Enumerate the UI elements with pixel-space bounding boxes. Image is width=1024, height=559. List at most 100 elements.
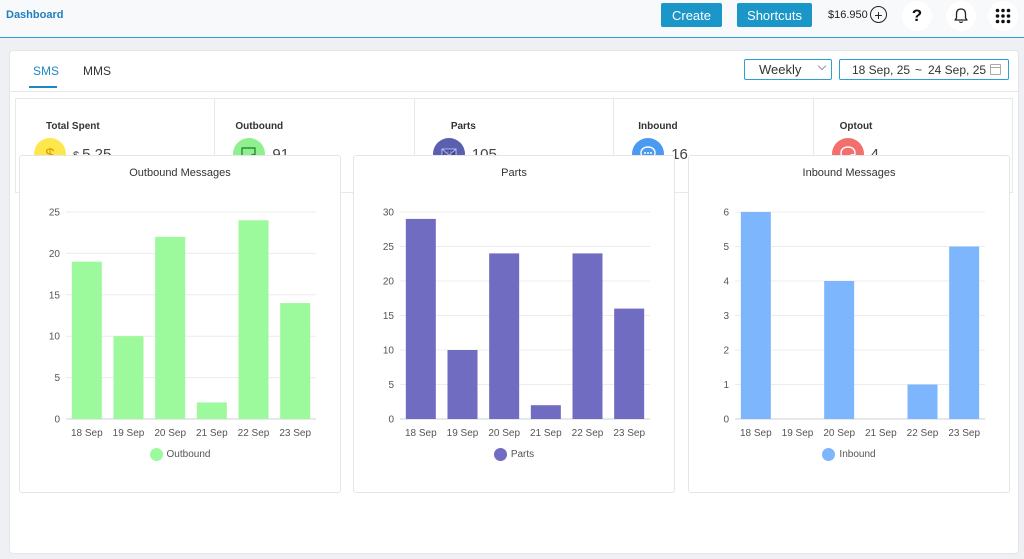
period-select[interactable]: Weekly <box>744 59 832 80</box>
x-tick-label: 20 Sep <box>154 428 186 439</box>
x-tick-label: 19 Sep <box>447 428 479 439</box>
y-tick-label: 1 <box>723 380 729 391</box>
bar <box>155 236 186 419</box>
y-tick-label: 3 <box>723 311 729 322</box>
y-tick-label: 30 <box>383 208 395 219</box>
bar <box>740 212 771 419</box>
x-tick-label: 22 Sep <box>572 428 604 439</box>
chart-card-inbound: Inbound Messages 0 1 2 3 4 5 6 18 Sep 19 Sep 20 S… <box>688 155 1010 493</box>
x-tick-label: 20 Sep <box>488 428 520 439</box>
chart-card-parts: Parts 0 5 10 15 20 25 30 18 Sep 19 Sep 20 Sep 21 S… <box>353 155 675 493</box>
y-tick-label: 4 <box>723 277 729 288</box>
x-tick-label: 18 Sep <box>740 428 772 439</box>
stat-label: Inbound <box>638 121 678 132</box>
x-tick-label: 23 Sep <box>613 428 645 439</box>
x-tick-label: 21 Sep <box>530 428 562 439</box>
stat-label: Outbound <box>235 121 284 132</box>
x-tick-label: 20 Sep <box>823 428 855 439</box>
create-button[interactable]: Create <box>661 3 722 27</box>
add-funds-icon[interactable]: + <box>870 6 887 23</box>
x-tick-label: 23 Sep <box>279 428 311 439</box>
chart-legend[interactable]: Outbound <box>20 448 340 461</box>
bell-icon[interactable] <box>946 1 976 31</box>
y-tick-label: 15 <box>383 311 395 322</box>
chart-card-outbound: Outbound Messages 0 5 10 15 20 25 18 Sep 19 Sep… <box>19 155 341 493</box>
chart-title: Parts <box>501 167 527 179</box>
legend-swatch <box>493 448 507 461</box>
bar <box>447 350 478 419</box>
bar <box>824 281 855 419</box>
y-tick-label: 0 <box>723 415 729 426</box>
period-select-value: Weekly <box>759 62 802 77</box>
tab-sms[interactable]: SMS <box>28 64 60 88</box>
parts-chart: 0 5 10 15 20 25 30 18 Sep 19 Sep 20 Sep 21 Sep 22 S… <box>383 208 650 439</box>
legend-label: Inbound <box>839 449 876 460</box>
date-range-picker[interactable]: 18 Sep, 25 ~ 24 Sep, 25 <box>839 59 1009 80</box>
x-tick-label: 21 Sep <box>196 428 228 439</box>
shortcuts-button[interactable]: Shortcuts <box>737 3 812 27</box>
chart-legend[interactable]: Inbound <box>689 448 1009 461</box>
inbound-value: 16 <box>671 146 688 163</box>
optout-value: 4 <box>871 146 879 163</box>
y-tick-label: 10 <box>49 332 61 343</box>
y-tick-label: 0 <box>54 415 60 426</box>
outbound-chart: 0 5 10 15 20 25 18 Sep 19 Sep 20 Sep 21 Sep 22 Sep… <box>49 208 316 439</box>
bar <box>489 253 520 419</box>
legend-swatch <box>822 448 836 461</box>
x-tick-label: 19 Sep <box>782 428 814 439</box>
stat-label: Total Spent <box>46 121 100 132</box>
y-tick-label: 10 <box>383 346 395 357</box>
bar <box>949 246 980 419</box>
x-tick-label: 21 Sep <box>865 428 897 439</box>
y-tick-label: 2 <box>723 346 729 357</box>
bar <box>405 218 436 419</box>
x-tick-label: 22 Sep <box>238 428 270 439</box>
bar <box>71 261 102 419</box>
calendar-icon <box>990 64 1001 75</box>
tab-mms[interactable]: MMS <box>83 64 111 78</box>
chart-legend[interactable]: Parts <box>354 448 674 461</box>
stat-parts: Parts 105 <box>415 99 615 192</box>
y-tick-label: 5 <box>723 242 729 253</box>
x-tick-label: 18 Sep <box>405 428 437 439</box>
date-from: 18 Sep, 25 <box>852 63 911 77</box>
y-tick-label: 25 <box>49 208 61 219</box>
bar <box>907 384 938 419</box>
chevron-down-icon <box>817 61 827 71</box>
date-to: 24 Sep, 25 <box>928 63 987 77</box>
y-tick-label: 0 <box>388 415 394 426</box>
y-tick-label: 15 <box>49 290 61 301</box>
help-icon[interactable]: ? <box>902 1 932 31</box>
y-tick-label: 20 <box>383 277 395 288</box>
stat-label: Optout <box>839 121 873 132</box>
bar <box>530 405 561 419</box>
bar <box>614 308 645 419</box>
bar <box>113 336 144 419</box>
x-tick-label: 19 Sep <box>113 428 145 439</box>
date-separator: ~ <box>915 63 923 77</box>
svg-text:$: $ <box>45 145 55 164</box>
x-tick-label: 22 Sep <box>907 428 939 439</box>
legend-label: Outbound <box>166 449 211 460</box>
legend-label: Parts <box>510 449 535 460</box>
top-bar: Dashboard Create Shortcuts $16.950 + ? <box>0 0 1024 38</box>
legend-swatch <box>149 448 163 461</box>
y-tick-label: 6 <box>723 208 729 219</box>
x-tick-label: 23 Sep <box>948 428 980 439</box>
bar <box>572 253 603 419</box>
channel-tabs: SMS MMS Weekly 18 Sep, 25 ~ 24 Sep, 25 <box>10 51 1018 92</box>
y-tick-label: 5 <box>54 373 60 384</box>
inbound-chart: 0 1 2 3 4 5 6 18 Sep 19 Sep 20 Sep 21 Sep 22 Sep 23 … <box>723 208 985 439</box>
bar <box>196 402 227 419</box>
y-tick-label: 20 <box>49 249 61 260</box>
apps-grid-icon[interactable] <box>988 1 1018 31</box>
bar <box>238 220 269 419</box>
page-title: Dashboard <box>6 9 64 21</box>
stat-label: Parts <box>450 121 476 132</box>
balance-amount: $16.950 <box>828 9 868 21</box>
y-tick-label: 25 <box>383 242 395 253</box>
bar <box>280 303 311 419</box>
y-tick-label: 5 <box>388 380 394 391</box>
chart-title: Outbound Messages <box>129 167 231 179</box>
x-tick-label: 18 Sep <box>71 428 103 439</box>
